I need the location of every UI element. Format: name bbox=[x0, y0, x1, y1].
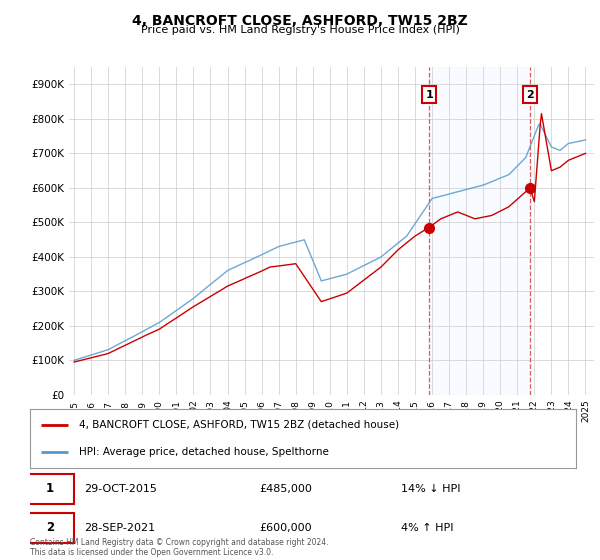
Text: 2: 2 bbox=[526, 90, 534, 100]
Text: 29-OCT-2015: 29-OCT-2015 bbox=[85, 484, 157, 493]
Text: 4, BANCROFT CLOSE, ASHFORD, TW15 2BZ: 4, BANCROFT CLOSE, ASHFORD, TW15 2BZ bbox=[132, 14, 468, 28]
Text: £600,000: £600,000 bbox=[259, 523, 312, 533]
FancyBboxPatch shape bbox=[27, 513, 74, 543]
Text: £485,000: £485,000 bbox=[259, 484, 312, 493]
Text: Contains HM Land Registry data © Crown copyright and database right 2024.
This d: Contains HM Land Registry data © Crown c… bbox=[30, 538, 329, 557]
Text: 2: 2 bbox=[46, 521, 54, 534]
Text: 1: 1 bbox=[46, 482, 54, 495]
Text: 28-SEP-2021: 28-SEP-2021 bbox=[85, 523, 156, 533]
Text: 1: 1 bbox=[425, 90, 433, 100]
Text: 14% ↓ HPI: 14% ↓ HPI bbox=[401, 484, 461, 493]
Text: Price paid vs. HM Land Registry's House Price Index (HPI): Price paid vs. HM Land Registry's House … bbox=[140, 25, 460, 35]
FancyBboxPatch shape bbox=[27, 474, 74, 504]
Text: 4% ↑ HPI: 4% ↑ HPI bbox=[401, 523, 454, 533]
Text: HPI: Average price, detached house, Spelthorne: HPI: Average price, detached house, Spel… bbox=[79, 447, 329, 457]
Text: 4, BANCROFT CLOSE, ASHFORD, TW15 2BZ (detached house): 4, BANCROFT CLOSE, ASHFORD, TW15 2BZ (de… bbox=[79, 419, 399, 430]
Bar bbox=[429, 67, 530, 395]
